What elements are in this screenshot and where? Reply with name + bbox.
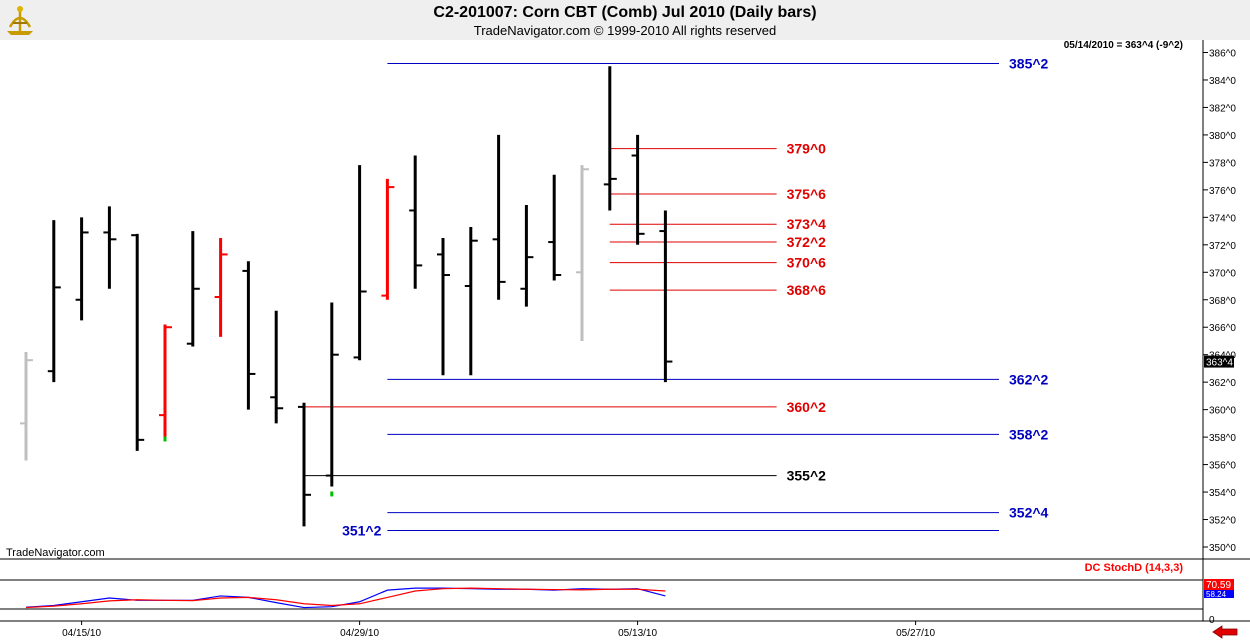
level-label: 375^6 bbox=[787, 186, 827, 202]
y-tick-label: 350^0 bbox=[1209, 543, 1236, 554]
level-label: 352^4 bbox=[1009, 505, 1049, 521]
chart-title: C2-201007: Corn CBT (Comb) Jul 2010 (Dai… bbox=[433, 4, 817, 21]
sextant-logo-icon[interactable] bbox=[3, 3, 37, 37]
last-price-label: 363^4 bbox=[1206, 358, 1233, 369]
y-tick-label: 380^0 bbox=[1209, 131, 1236, 142]
y-tick-label: 362^0 bbox=[1209, 378, 1236, 389]
x-tick-label: 05/27/10 bbox=[896, 628, 935, 639]
copyright-text: TradeNavigator.com © 1999-2010 All right… bbox=[473, 23, 777, 38]
level-label: 370^6 bbox=[787, 255, 827, 271]
level-label: 385^2 bbox=[1009, 55, 1049, 71]
level-label: 362^2 bbox=[1009, 371, 1049, 387]
y-tick-label: 358^0 bbox=[1209, 433, 1236, 444]
y-tick-label: 352^0 bbox=[1209, 516, 1236, 527]
y-tick-label: 382^0 bbox=[1209, 103, 1236, 114]
y-tick-label: 366^0 bbox=[1209, 323, 1236, 334]
y-tick-label: 376^0 bbox=[1209, 186, 1236, 197]
stoch-line-d bbox=[25, 587, 666, 609]
status-readout: 05/14/2010 = 363^4 (-9^2) bbox=[1064, 40, 1183, 51]
stoch-last-k-label: 58.24 bbox=[1206, 590, 1227, 599]
level-label: 351^2 bbox=[342, 523, 382, 539]
y-tick-label: 384^0 bbox=[1209, 76, 1236, 87]
x-tick-label: 05/13/10 bbox=[618, 628, 657, 639]
watermark: TradeNavigator.com bbox=[6, 547, 105, 559]
y-tick-label: 368^0 bbox=[1209, 296, 1236, 307]
level-label: 373^4 bbox=[787, 216, 827, 232]
stoch-last-k-box bbox=[1204, 590, 1234, 598]
y-tick-label: 354^0 bbox=[1209, 488, 1236, 499]
y-tick-label: 360^0 bbox=[1209, 406, 1236, 417]
y-tick-label: 372^0 bbox=[1209, 241, 1236, 252]
y-tick-label: 374^0 bbox=[1209, 213, 1236, 224]
x-tick-label: 04/15/10 bbox=[62, 628, 101, 639]
y-tick-label: 378^0 bbox=[1209, 158, 1236, 169]
level-label: 358^2 bbox=[1009, 426, 1049, 442]
chart-header bbox=[0, 0, 1250, 40]
x-tick-label: 04/29/10 bbox=[340, 628, 379, 639]
stoch-y-label: 0 bbox=[1209, 615, 1215, 626]
y-tick-label: 356^0 bbox=[1209, 461, 1236, 472]
stoch-last-d-box bbox=[1204, 579, 1234, 590]
level-label: 368^6 bbox=[787, 282, 827, 298]
level-label: 372^2 bbox=[787, 234, 827, 250]
stoch-last-d-label: 70.59 bbox=[1206, 580, 1231, 591]
stoch-title: DC StochD (14,3,3) bbox=[1085, 562, 1184, 574]
last-price-marker bbox=[1204, 355, 1234, 368]
scroll-left-arrow-icon[interactable] bbox=[1212, 625, 1238, 639]
y-tick-label: 386^0 bbox=[1209, 49, 1236, 60]
level-label: 379^0 bbox=[787, 141, 827, 157]
level-label: 360^2 bbox=[787, 399, 827, 415]
y-tick-label: 370^0 bbox=[1209, 268, 1236, 279]
level-label: 355^2 bbox=[787, 468, 827, 484]
